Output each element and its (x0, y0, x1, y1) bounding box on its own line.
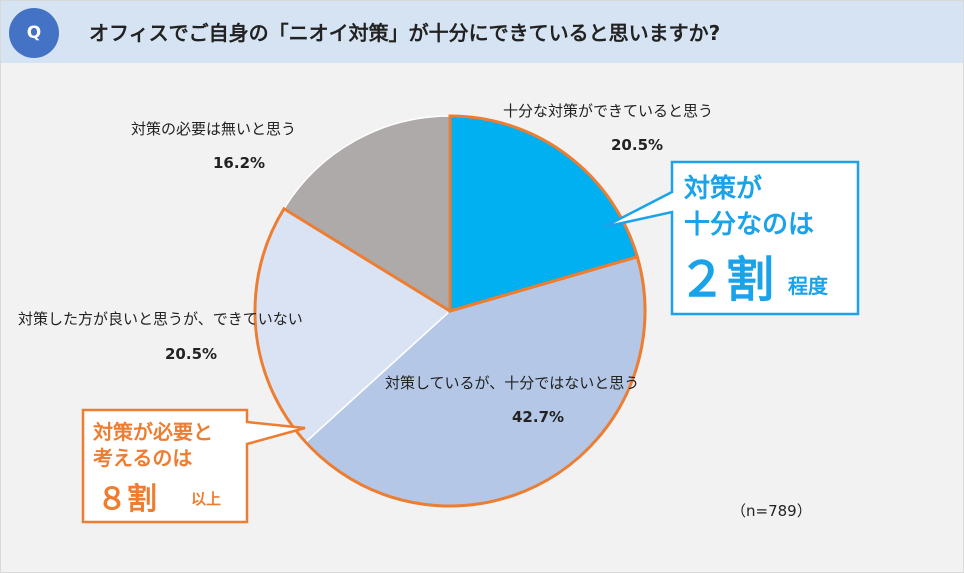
slice-pct-sufficient: 20.5% (611, 136, 664, 154)
callout-blue-suffix: 程度 (788, 274, 828, 298)
callout-orange-suffix: 以上 (191, 490, 222, 508)
question-badge: Q (9, 8, 59, 58)
slice-label-insufficient: 対策しているが、十分ではないと思う (385, 374, 640, 392)
callout-necessary: 対策が必要と 考えるのは ８割 以上 (83, 410, 247, 522)
question-text: オフィスでご自身の「ニオイ対策」が十分にできていると思いますか? (89, 21, 721, 45)
highlight-outline-necessary (253, 206, 647, 508)
callout-blue-line2: 十分なのは (684, 210, 815, 240)
callout-blue-number: ２割 (678, 252, 775, 308)
slice-pct-should: 20.5% (165, 345, 218, 363)
slice-pct-unneeded: 16.2% (213, 154, 266, 172)
slice-unneeded (282, 115, 451, 313)
slice-label-unneeded: 対策の必要は無いと思う (131, 120, 297, 138)
slice-label-should: 対策した方が良いと思うが、できていない (18, 310, 303, 328)
slice-pct-insufficient: 42.7% (512, 408, 565, 426)
callout-blue-box (603, 160, 860, 316)
sample-size: （n=789） (731, 502, 812, 520)
question-header: Q オフィスでご自身の「ニオイ対策」が十分にできていると思いますか? (1, 1, 963, 63)
callout-sufficient: 対策が 十分なのは ２割 程度 (672, 162, 858, 314)
callout-orange-number: ８割 (97, 482, 157, 517)
slice-label-sufficient: 十分な対策ができていると思う (503, 102, 714, 120)
callout-orange-line1: 対策が必要と (93, 420, 213, 444)
highlight-outline-sufficient (448, 114, 640, 313)
callout-blue-line1: 対策が (684, 174, 763, 204)
callout-orange-line2: 考えるのは (93, 446, 193, 470)
callout-orange-box (81, 408, 306, 524)
